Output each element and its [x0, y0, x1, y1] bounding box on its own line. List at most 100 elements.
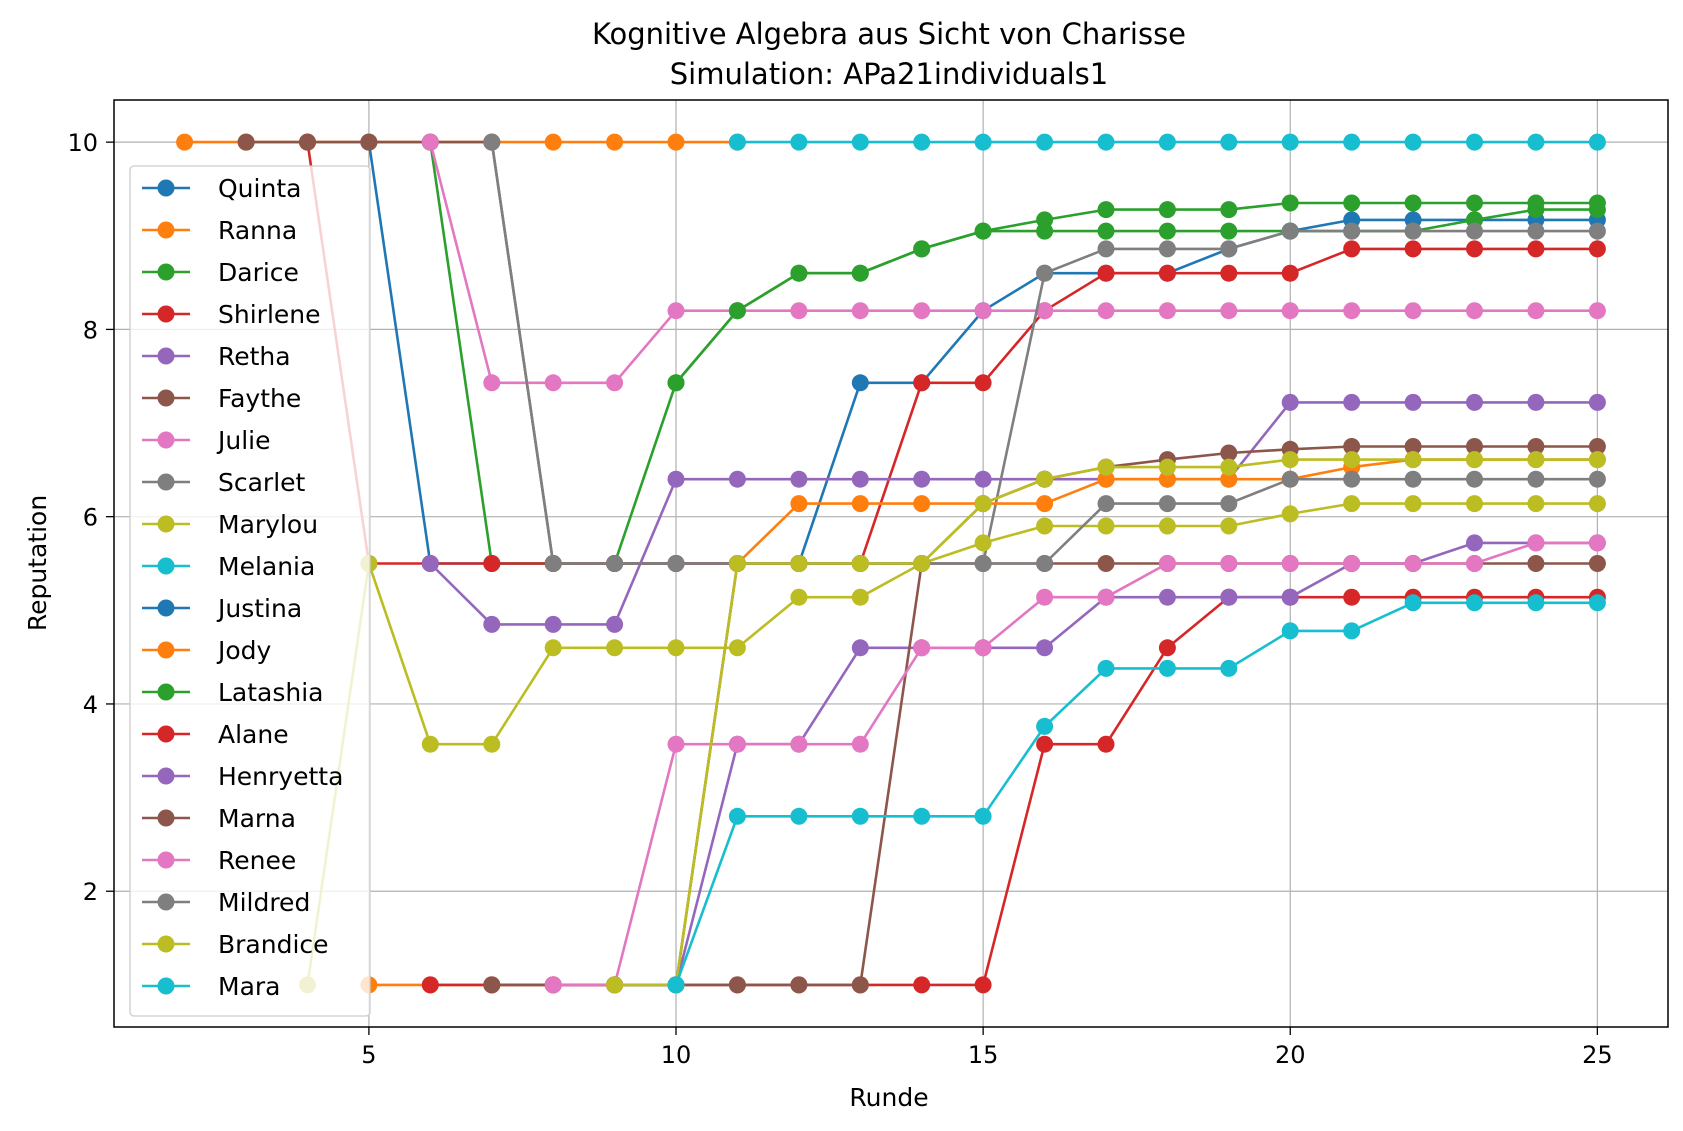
- data-point: [1404, 393, 1422, 411]
- data-point: [1220, 495, 1238, 513]
- legend-label: Latashia: [218, 678, 324, 707]
- data-point: [1220, 264, 1238, 282]
- legend-swatch-marker: [157, 389, 175, 407]
- data-point: [1527, 555, 1545, 572]
- data-point: [1588, 594, 1606, 612]
- legend-item: Julie: [142, 426, 271, 455]
- data-point: [1343, 133, 1361, 151]
- x-tick-label: 10: [661, 1041, 692, 1069]
- data-point: [1588, 495, 1606, 513]
- data-point: [1097, 588, 1115, 606]
- data-point: [1158, 302, 1176, 320]
- data-point: [851, 495, 869, 513]
- series-renee: [544, 534, 1606, 994]
- data-point: [1036, 470, 1054, 488]
- data-point: [483, 976, 501, 994]
- legend-item: Latashia: [142, 678, 324, 707]
- legend-label: Renee: [218, 846, 296, 875]
- data-point: [1097, 240, 1115, 258]
- data-point: [851, 264, 869, 282]
- data-point: [974, 555, 992, 572]
- data-point: [667, 374, 685, 392]
- legend-label: Melania: [218, 552, 315, 581]
- data-point: [1527, 302, 1545, 320]
- data-point: [1158, 659, 1176, 677]
- data-point: [974, 374, 992, 392]
- data-point: [1281, 133, 1299, 151]
- data-point: [1466, 240, 1483, 258]
- legend-label: Faythe: [218, 384, 301, 413]
- data-point: [974, 222, 992, 240]
- data-point: [728, 807, 746, 825]
- legend-label: Alane: [218, 720, 289, 749]
- data-point: [1220, 659, 1238, 677]
- data-point: [1404, 555, 1422, 572]
- data-point: [1527, 451, 1545, 469]
- legend-swatch-marker: [157, 935, 175, 953]
- data-point: [1097, 302, 1115, 320]
- data-point: [1097, 555, 1115, 572]
- legend-label: Scarlet: [218, 468, 306, 497]
- data-point: [1281, 194, 1299, 212]
- data-point: [913, 807, 931, 825]
- data-point: [1343, 438, 1361, 455]
- legend-item: Brandice: [142, 930, 329, 959]
- data-point: [1404, 470, 1422, 488]
- legend-swatch-marker: [157, 473, 175, 491]
- data-point: [913, 133, 931, 151]
- legend-swatch-marker: [157, 851, 175, 869]
- data-point: [851, 374, 869, 392]
- legend-label: Mildred: [218, 888, 310, 917]
- data-point: [1588, 451, 1606, 469]
- data-point: [667, 639, 685, 657]
- data-point: [1220, 302, 1238, 320]
- data-point: [728, 639, 746, 657]
- x-tick-label: 5: [361, 1041, 376, 1069]
- data-point: [544, 555, 562, 572]
- data-point: [1588, 438, 1606, 455]
- data-point: [1281, 470, 1299, 488]
- data-point: [1404, 495, 1422, 513]
- series-mara: [667, 594, 1606, 994]
- data-point: [790, 470, 808, 488]
- data-point: [1220, 517, 1238, 535]
- data-point: [1588, 470, 1606, 488]
- data-point: [974, 495, 992, 513]
- data-point: [1527, 438, 1545, 455]
- data-point: [544, 133, 562, 151]
- data-point: [1466, 470, 1483, 488]
- data-point: [851, 588, 869, 606]
- data-point: [1158, 133, 1176, 151]
- data-point: [1036, 264, 1054, 282]
- legend-label: Retha: [218, 342, 291, 371]
- data-point: [299, 133, 316, 151]
- legend-item: Melania: [142, 552, 315, 581]
- data-point: [1158, 639, 1176, 657]
- data-point: [1220, 588, 1238, 606]
- series-melania: [728, 133, 1606, 151]
- data-point: [1588, 393, 1606, 411]
- data-point: [1158, 470, 1176, 488]
- series-brandice: [606, 451, 1606, 994]
- series-line: [306, 141, 1598, 565]
- data-point: [1281, 393, 1299, 411]
- data-point: [1343, 222, 1361, 240]
- legend-swatch-marker: [157, 347, 175, 365]
- legend-item: Quinta: [142, 174, 301, 203]
- data-point: [851, 302, 869, 320]
- data-point: [237, 133, 255, 151]
- legend-swatch-marker: [157, 767, 175, 785]
- data-point: [667, 302, 685, 320]
- data-point: [1527, 133, 1545, 151]
- data-point: [1281, 505, 1299, 523]
- data-point: [1036, 302, 1054, 320]
- data-point: [913, 302, 931, 320]
- data-point: [1343, 622, 1361, 640]
- data-point: [974, 302, 992, 320]
- data-point: [1343, 194, 1361, 212]
- data-point: [851, 470, 869, 488]
- legend-item: Henryetta: [142, 762, 343, 791]
- data-point: [728, 302, 746, 320]
- data-point: [1220, 555, 1238, 572]
- legend-swatch-marker: [157, 557, 175, 575]
